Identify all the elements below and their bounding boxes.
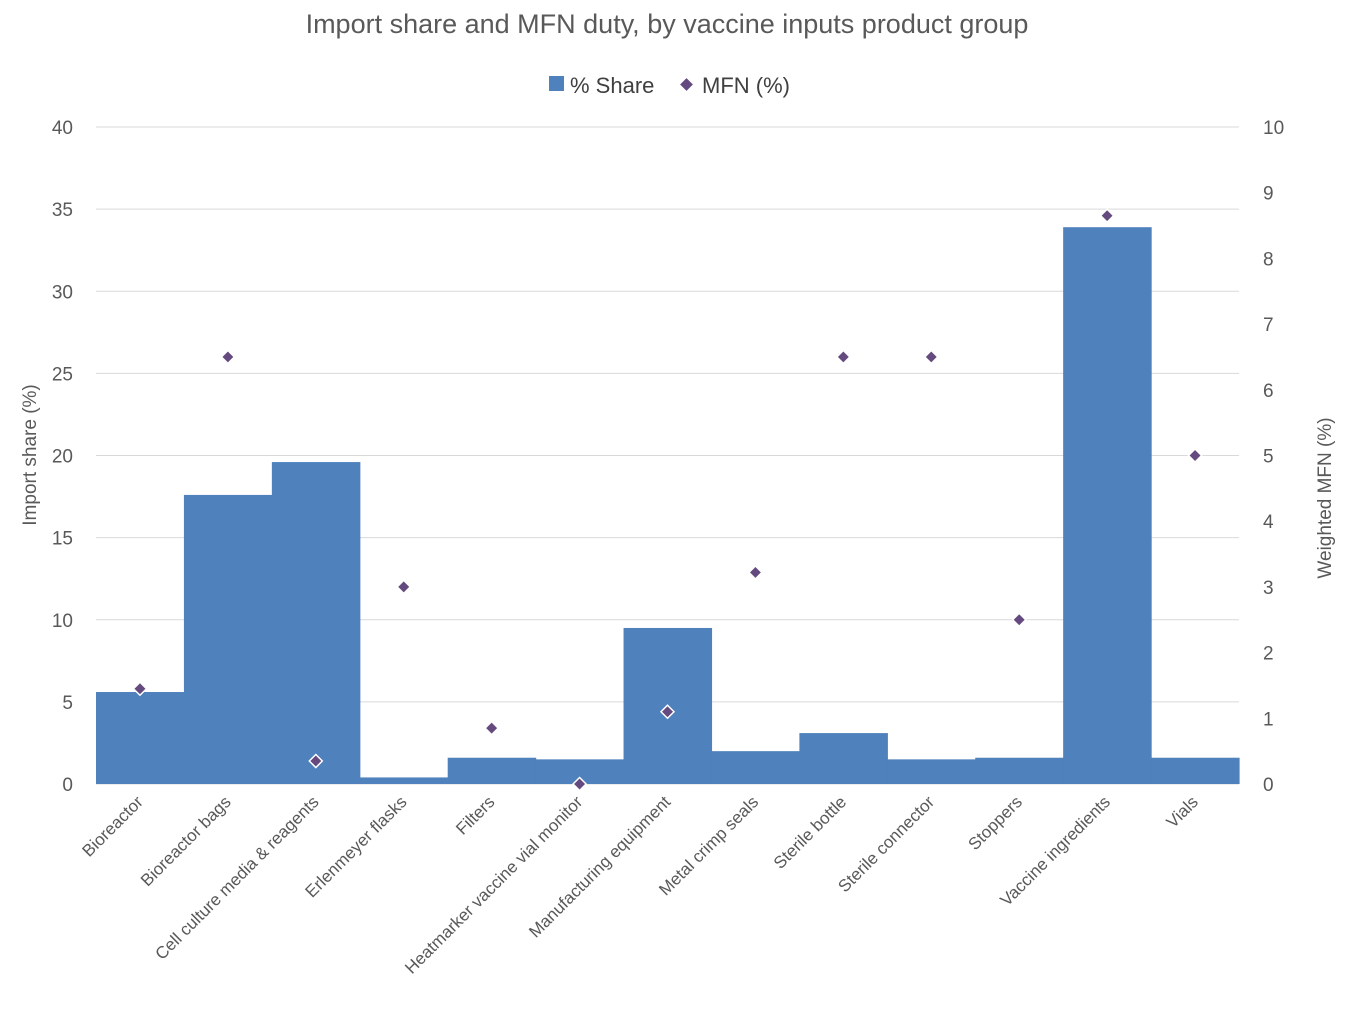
category-label: Sterile bottle xyxy=(770,792,850,872)
category-label: Cell culture media & reagents xyxy=(152,792,323,963)
mfn-marker-3 xyxy=(308,753,324,769)
category-label: Vials xyxy=(1163,792,1202,831)
mfn-marker-8 xyxy=(747,564,763,581)
bar-2 xyxy=(183,494,273,784)
marker-series xyxy=(132,208,1203,792)
category-label: Filters xyxy=(452,792,498,838)
mfn-marker-10 xyxy=(923,349,939,365)
right-tick-label: 7 xyxy=(1263,315,1274,336)
legend-swatch-mfn xyxy=(680,78,693,91)
mfn-marker-5 xyxy=(484,720,500,736)
category-label: Sterile connector xyxy=(834,792,938,896)
legend: % Share MFN (%) xyxy=(549,73,790,98)
left-axis-title: Import share (%) xyxy=(20,384,41,525)
right-tick-label: 3 xyxy=(1263,578,1274,599)
left-tick-label: 40 xyxy=(52,118,73,139)
bar-1 xyxy=(96,692,185,784)
bar-4 xyxy=(359,777,449,784)
right-tick-label: 5 xyxy=(1263,447,1274,468)
left-tick-label: 15 xyxy=(52,529,73,550)
category-label: Bioreactor xyxy=(79,792,147,860)
mfn-marker-4 xyxy=(396,579,412,595)
bar-9 xyxy=(799,733,888,784)
bar-3 xyxy=(271,462,361,784)
category-label: Stoppers xyxy=(964,792,1026,854)
right-tick-label: 4 xyxy=(1263,512,1274,533)
legend-label-mfn: MFN (%) xyxy=(702,73,790,98)
left-tick-label: 35 xyxy=(52,200,73,221)
right-axis-ticks: 0 1 2 3 4 5 6 7 8 9 10 xyxy=(1263,118,1284,796)
left-tick-label: 10 xyxy=(52,611,73,632)
left-tick-label: 20 xyxy=(52,447,73,468)
mfn-marker-2 xyxy=(220,349,236,365)
bar-5 xyxy=(447,757,537,784)
left-tick-label: 25 xyxy=(52,364,73,385)
mfn-marker-13 xyxy=(1187,447,1203,464)
right-tick-label: 0 xyxy=(1263,775,1274,796)
right-tick-label: 1 xyxy=(1263,709,1274,730)
chart-title: Import share and MFN duty, by vaccine in… xyxy=(306,9,1029,39)
mfn-marker-1 xyxy=(132,681,148,697)
mfn-marker-9 xyxy=(835,349,851,365)
right-tick-label: 6 xyxy=(1263,381,1274,402)
left-tick-label: 5 xyxy=(62,693,73,714)
right-tick-label: 8 xyxy=(1263,249,1274,270)
bar-series xyxy=(96,227,1240,784)
legend-swatch-share xyxy=(549,76,564,91)
bar-12 xyxy=(1063,227,1152,784)
right-tick-label: 9 xyxy=(1263,184,1274,205)
mfn-marker-12 xyxy=(1099,208,1115,224)
bar-13 xyxy=(1151,757,1240,784)
right-tick-label: 10 xyxy=(1263,118,1284,139)
right-tick-label: 2 xyxy=(1263,644,1274,665)
category-label: Bioreactor bags xyxy=(137,792,235,890)
mfn-marker-11 xyxy=(1011,612,1027,628)
left-axis-ticks: 0 5 10 15 20 25 30 35 40 xyxy=(52,118,73,796)
category-label: Heatmarker vaccine vial monitor xyxy=(401,792,586,977)
left-tick-label: 0 xyxy=(62,775,73,796)
bar-11 xyxy=(975,757,1064,784)
right-axis-title: Weighted MFN (%) xyxy=(1315,417,1336,578)
mfn-marker-6 xyxy=(572,776,588,792)
left-tick-label: 30 xyxy=(52,282,73,303)
bar-8 xyxy=(711,751,800,784)
category-label: Manufacturing equipment xyxy=(525,792,674,941)
legend-label-share: % Share xyxy=(570,73,654,98)
bar-10 xyxy=(887,759,976,784)
mfn-marker-7 xyxy=(659,704,676,720)
